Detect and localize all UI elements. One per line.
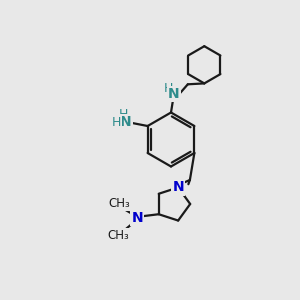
Text: H: H [163,82,173,95]
Text: H: H [118,107,128,121]
Text: CH₃: CH₃ [108,197,130,210]
Text: N: N [172,181,184,194]
Text: N: N [168,87,180,101]
Text: H: H [112,116,121,129]
Text: N: N [120,115,132,129]
Text: N: N [131,211,143,225]
Text: CH₃: CH₃ [108,229,129,242]
